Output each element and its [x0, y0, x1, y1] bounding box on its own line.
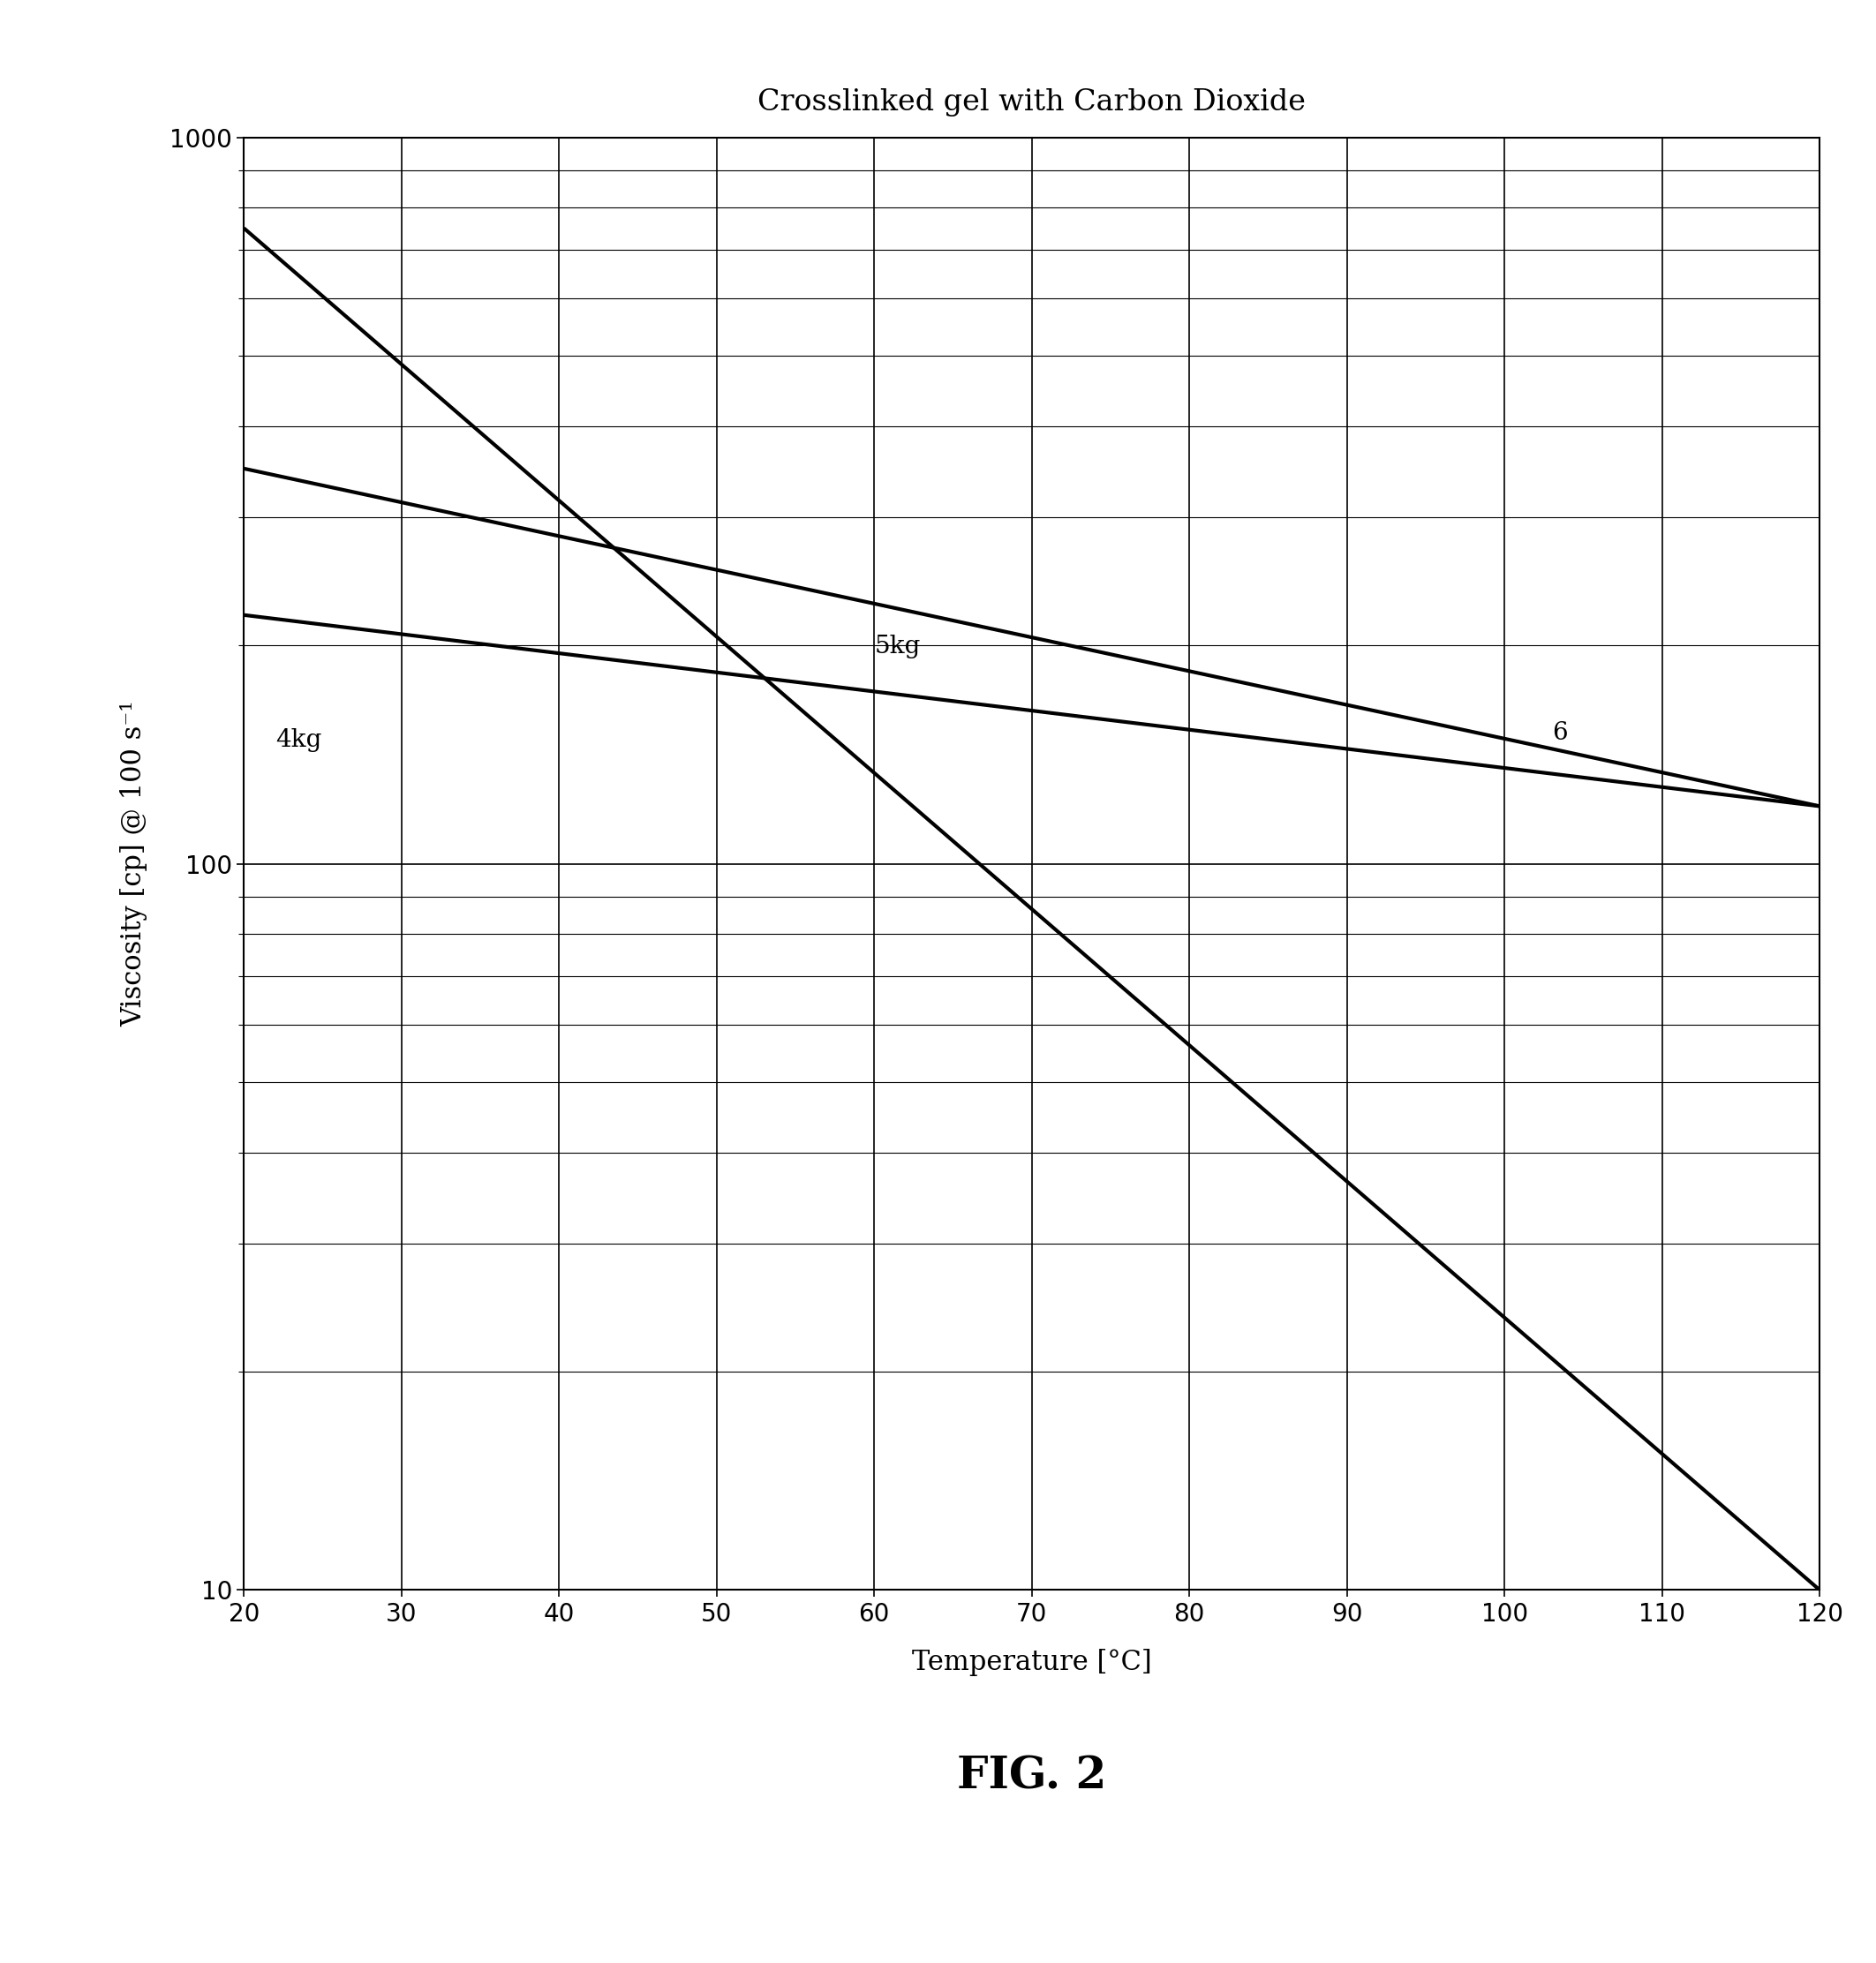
Text: 6: 6 — [1551, 722, 1566, 746]
Text: FIG. 2: FIG. 2 — [957, 1755, 1107, 1798]
Text: 4kg: 4kg — [276, 728, 321, 752]
Text: 5kg: 5kg — [874, 634, 921, 658]
Title: Crosslinked gel with Carbon Dioxide: Crosslinked gel with Carbon Dioxide — [758, 88, 1306, 116]
Y-axis label: Viscosity [cp] @ 100 s⁻¹: Viscosity [cp] @ 100 s⁻¹ — [120, 701, 148, 1027]
X-axis label: Temperature [°C]: Temperature [°C] — [912, 1649, 1152, 1676]
